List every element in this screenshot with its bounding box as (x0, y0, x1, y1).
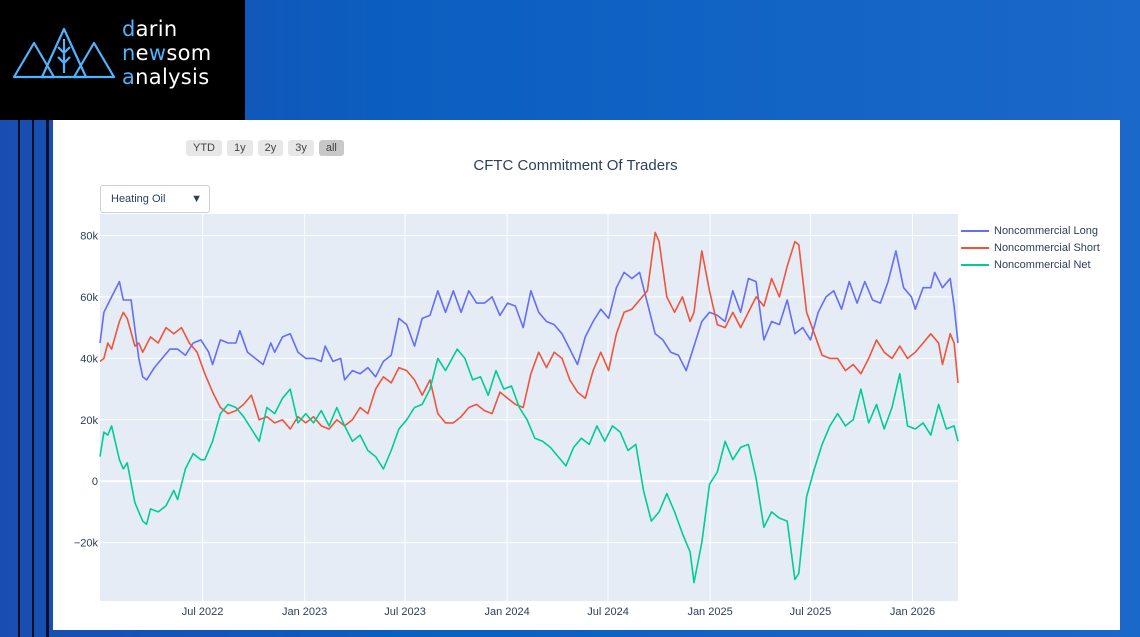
logo-wordmark: darin newsom analysis (122, 17, 212, 89)
noncommercial-net-line[interactable] (99, 348, 959, 584)
range-2y-button[interactable]: 2y (257, 140, 284, 156)
legend-item-long[interactable]: Noncommercial Long (961, 222, 1100, 239)
dropdown-arrow-icon: ▼ (191, 193, 202, 205)
logo: darin newsom analysis (0, 0, 245, 120)
chart-panel: Jul 2022 Jan 2023 Jul 2023 Jan 2024 Jul 2024… (53, 120, 1120, 630)
legend-swatch (961, 229, 989, 232)
decorative-stripes (0, 120, 52, 637)
y-tick-label: 60k (80, 292, 98, 304)
logo-mountains-icon (12, 27, 116, 79)
range-all-button[interactable]: all (318, 140, 344, 156)
range-selector: YTD 1y 2y 3y all (186, 140, 344, 156)
y-tick-label: 40k (80, 353, 98, 365)
stripe (46, 120, 49, 637)
x-tick-label: Jul 2025 (790, 606, 832, 618)
y-tick-label: 0 (92, 476, 98, 488)
legend-item-short[interactable]: Noncommercial Short (961, 239, 1100, 256)
dropdown-selected-value: Heating Oil (111, 193, 166, 205)
y-tick-label: −20k (74, 538, 99, 550)
legend-label: Noncommercial Short (994, 241, 1100, 254)
legend-swatch (961, 246, 989, 249)
legend-item-net[interactable]: Noncommercial Net (961, 256, 1100, 273)
x-tick-label: Jul 2024 (587, 606, 629, 618)
x-tick-label: Jan 2025 (687, 606, 732, 618)
noncommercial-short-line[interactable] (99, 231, 959, 430)
range-ytd-button[interactable]: YTD (186, 140, 222, 156)
plot-area (100, 214, 958, 601)
chart[interactable]: Jul 2022 Jan 2023 Jul 2023 Jan 2024 Jul 2024… (53, 120, 1120, 630)
legend-label: Noncommercial Net (994, 258, 1091, 271)
stripe (18, 120, 20, 637)
y-tick-label: 80k (80, 231, 98, 243)
x-tick-label: Jan 2023 (282, 606, 327, 618)
commodity-dropdown[interactable]: Heating Oil ▼ (100, 185, 210, 213)
stripe (32, 120, 34, 637)
legend-label: Noncommercial Long (994, 224, 1098, 237)
chart-title: CFTC Commitment Of Traders (473, 157, 678, 174)
noncommercial-long-line[interactable] (99, 250, 959, 381)
range-3y-button[interactable]: 3y (288, 140, 314, 156)
legend-swatch (961, 263, 989, 266)
x-tick-label: Jan 2026 (890, 606, 935, 618)
range-1y-button[interactable]: 1y (227, 140, 253, 156)
x-tick-label: Jul 2022 (182, 606, 224, 618)
legend: Noncommercial Long Noncommercial Short N… (961, 222, 1100, 273)
x-tick-label: Jul 2023 (384, 606, 426, 618)
x-tick-label: Jan 2024 (484, 606, 529, 618)
y-tick-label: 20k (80, 415, 98, 427)
